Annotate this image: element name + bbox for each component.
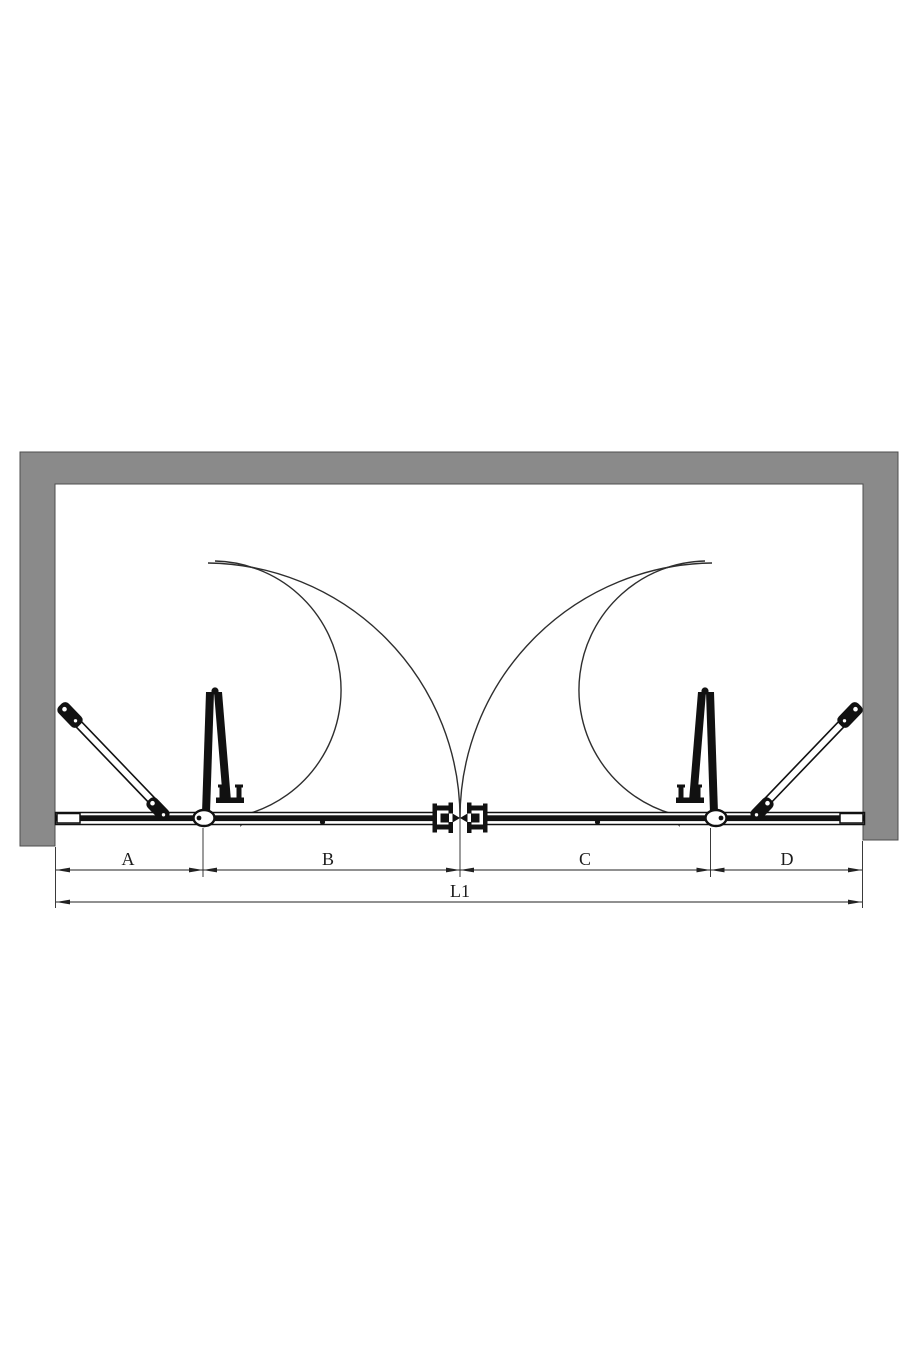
- dim-label-b: B: [322, 849, 334, 869]
- wall-niche: [19, 451, 899, 847]
- swing-arc-right-outer: [459, 562, 713, 819]
- wall-profile-left: [56, 812, 81, 824]
- dimension-row-segments: A B C D: [56, 849, 862, 873]
- dim-label-a: A: [122, 849, 135, 869]
- swing-arc-left-inner: [214, 560, 342, 815]
- door-stop-right: [460, 802, 488, 833]
- swing-arc-right-inner: [578, 560, 706, 815]
- dim-label-total: L1: [450, 881, 470, 901]
- pivot-pin-left: [196, 815, 202, 821]
- swing-arc-left-outer: [207, 562, 461, 819]
- dim-label-d: D: [781, 849, 794, 869]
- track-fixing-dot-left: [319, 819, 326, 825]
- wall-profile-right: [839, 812, 864, 824]
- door-stop-left: [432, 802, 460, 833]
- panel-right-2: [689, 692, 706, 801]
- track-fixing-dot-right: [594, 819, 601, 825]
- floor-pivot-left: [192, 808, 216, 828]
- panel-hinge-left: [211, 687, 219, 695]
- track-left: [54, 811, 437, 826]
- folded-door-left: [192, 687, 244, 828]
- panel-bracket-right: [676, 784, 704, 803]
- panel-right-1: [706, 692, 718, 813]
- panel-bracket-left: [216, 784, 244, 803]
- wall-stay-left: [57, 702, 170, 821]
- panel-left-1: [202, 692, 214, 813]
- door-swing-arcs: [207, 560, 713, 827]
- stay-bar-left: [64, 709, 166, 815]
- dim-label-c: C: [579, 849, 591, 869]
- floor-pivot-right: [704, 808, 728, 828]
- dimension-row-total: L1: [56, 881, 862, 905]
- track-right: [483, 811, 866, 826]
- folded-door-right: [676, 687, 728, 828]
- panel-hinge-right: [701, 687, 709, 695]
- panel-left-2: [214, 692, 231, 801]
- stay-bar-right: [754, 709, 856, 815]
- pivot-pin-right: [718, 815, 724, 821]
- wall-stay-right: [750, 702, 863, 821]
- dimension-extension-lines: [55, 800, 863, 908]
